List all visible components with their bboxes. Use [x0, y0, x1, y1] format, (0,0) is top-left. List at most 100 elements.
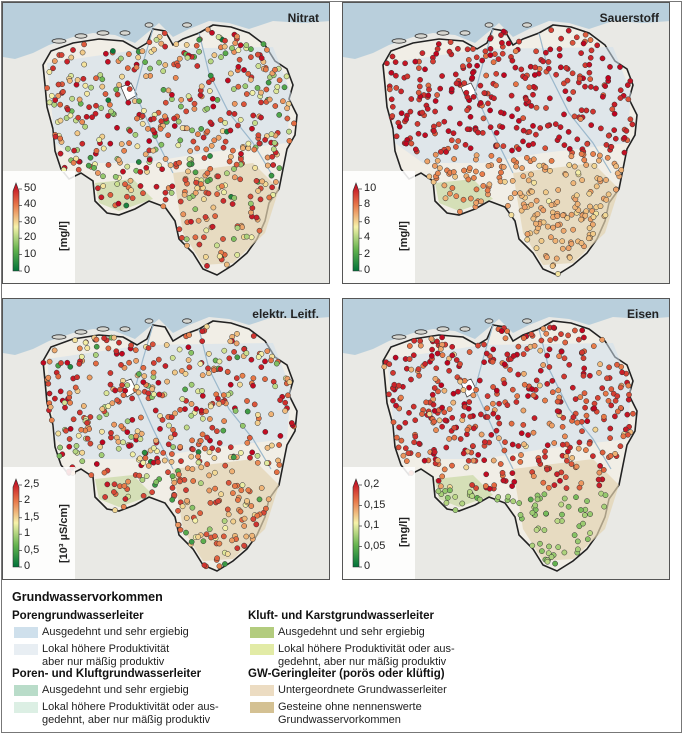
sample-point [626, 391, 632, 398]
sample-point [540, 325, 547, 332]
sample-point [576, 75, 583, 82]
sample-point [495, 414, 501, 421]
sample-point [460, 412, 467, 419]
sample-point [188, 349, 195, 356]
sample-point [527, 496, 534, 503]
sample-point [505, 202, 511, 209]
legend-item-line: Lokal höhere Produktivität [42, 642, 170, 655]
scale-tick-label: 0,1 [364, 519, 380, 531]
sample-point [571, 532, 578, 538]
sample-point [150, 147, 157, 154]
sample-point [237, 42, 244, 49]
sample-point [562, 88, 569, 95]
sample-point [160, 68, 167, 74]
sample-point [465, 57, 472, 63]
sample-point [84, 345, 91, 351]
sample-point [554, 222, 561, 228]
sample-point [423, 399, 429, 406]
sample-point [580, 372, 587, 379]
sample-point [93, 343, 100, 350]
sample-point [204, 178, 211, 184]
sample-point [390, 419, 397, 426]
sample-point [603, 196, 610, 203]
sample-point [465, 405, 472, 412]
sample-point [254, 459, 261, 466]
sample-point [140, 379, 147, 385]
sample-point [124, 382, 131, 388]
sample-point [507, 195, 514, 201]
sample-point [93, 102, 99, 109]
sample-point [258, 55, 265, 61]
sample-point [67, 112, 74, 119]
sample-point [537, 125, 544, 131]
sample-point [552, 238, 559, 244]
panel-title: Sauerstoff [599, 11, 659, 25]
sample-point [417, 76, 423, 83]
sample-point [277, 433, 284, 439]
sample-point [434, 338, 440, 345]
sample-point [541, 491, 548, 498]
legend-group-heading: Porengrundwasserleiter [12, 610, 144, 622]
sample-point [234, 225, 241, 231]
sample-point [100, 145, 107, 152]
sample-point [114, 397, 120, 404]
sample-point [396, 123, 403, 130]
sample-point [250, 382, 256, 389]
sample-point [625, 382, 632, 389]
sample-point [226, 355, 233, 362]
sample-point [210, 103, 217, 110]
sample-point [410, 403, 417, 410]
sample-point [528, 331, 535, 338]
sample-point [523, 96, 529, 103]
sample-point [579, 349, 585, 356]
sample-point [455, 138, 462, 144]
sample-point [252, 165, 258, 171]
sample-point [167, 162, 174, 169]
sample-point [98, 194, 105, 201]
sample-point [524, 231, 531, 237]
sample-point [235, 122, 241, 129]
sample-point [150, 127, 156, 133]
sample-point [88, 84, 94, 91]
sample-point [530, 91, 536, 98]
sample-point [449, 185, 456, 191]
sample-point [222, 525, 229, 531]
sample-point [200, 538, 207, 545]
sample-point [554, 398, 561, 405]
sample-point [571, 113, 578, 120]
sample-point [533, 104, 540, 111]
sample-point [161, 30, 168, 37]
sample-point [496, 157, 503, 164]
sample-point [543, 330, 550, 337]
sample-point [542, 189, 549, 196]
sample-point [543, 510, 549, 517]
sample-point [566, 162, 573, 168]
sample-point [562, 474, 569, 481]
sample-point [446, 367, 452, 374]
sample-point [591, 400, 598, 407]
sample-point [252, 120, 258, 126]
north-sea [343, 3, 669, 59]
sample-point [103, 50, 109, 57]
sample-point [214, 97, 221, 103]
sample-point [141, 449, 148, 456]
sample-point [479, 171, 486, 177]
island [391, 334, 407, 340]
sample-point [473, 152, 480, 159]
sample-point [249, 125, 255, 132]
sample-point [128, 187, 134, 194]
sample-point [428, 353, 435, 359]
sample-point [439, 423, 445, 430]
sample-point [542, 164, 549, 171]
sample-point [220, 236, 226, 242]
sample-point [212, 469, 218, 476]
sample-point [538, 238, 545, 244]
sample-point [113, 348, 120, 355]
sample-point [541, 527, 548, 533]
sample-point [556, 134, 562, 141]
sample-point [444, 494, 451, 501]
sample-point [533, 197, 540, 204]
sample-point [555, 544, 562, 550]
sample-point [546, 346, 553, 353]
sample-point [419, 411, 425, 417]
